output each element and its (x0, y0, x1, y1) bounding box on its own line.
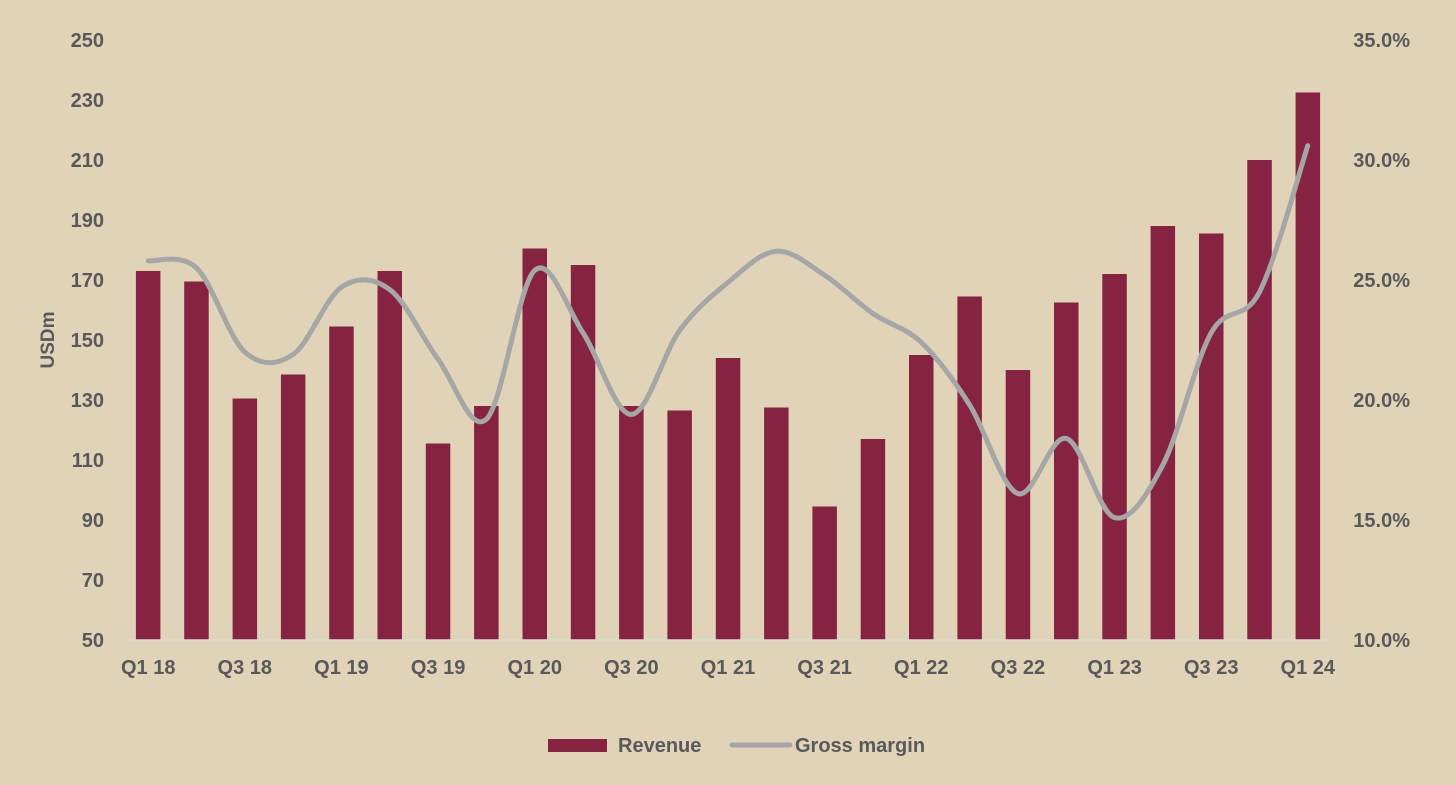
revenue-bar (474, 406, 499, 640)
x-tick-label: Q3 18 (218, 657, 272, 679)
x-axis-ticks: Q1 18 Q3 18 Q1 19 Q3 19 Q1 20 Q3 20 Q1 21 Q3 21… (121, 657, 1336, 679)
revenue-bar (1102, 274, 1127, 640)
x-tick-label: Q1 21 (701, 657, 755, 679)
right-axis-ticks: 35.0% 30.0% 25.0% 20.0% 15.0% 10.0% (1353, 30, 1410, 652)
x-tick-label: Q3 21 (797, 657, 851, 679)
y2-tick-label: 15.0% (1353, 510, 1410, 532)
x-tick-label: Q3 23 (1184, 657, 1238, 679)
legend-swatch-revenue (548, 739, 607, 752)
revenue-bar (764, 407, 789, 640)
y2-tick-label: 25.0% (1353, 270, 1410, 292)
y-tick-label: 250 (71, 30, 104, 52)
revenue-bar (377, 271, 402, 640)
y-tick-label: 170 (71, 270, 104, 292)
gross-margin-line (145, 143, 1311, 521)
x-tick-label: Q1 24 (1281, 657, 1336, 679)
revenue-bar (1150, 226, 1176, 640)
revenue-bar (522, 248, 547, 640)
x-tick-label: Q1 18 (121, 657, 175, 679)
left-axis-ticks: 250 230 210 190 170 150 130 110 90 70 50 (71, 30, 104, 652)
revenue-bar (329, 326, 354, 640)
y-tick-label: 190 (71, 210, 104, 232)
y-tick-label: 150 (71, 330, 104, 352)
revenue-bar (1199, 233, 1224, 640)
y-axis-title: USDm (38, 311, 59, 368)
y-tick-label: 50 (82, 630, 104, 652)
revenue-bar (280, 374, 306, 640)
revenue-bar (619, 406, 644, 640)
x-tick-label: Q1 19 (314, 657, 368, 679)
x-tick-label: Q1 20 (507, 657, 561, 679)
revenue-bar (184, 281, 209, 640)
revenue-bar (957, 296, 982, 640)
x-tick-label: Q1 23 (1087, 657, 1141, 679)
y2-tick-label: 10.0% (1353, 630, 1410, 652)
revenue-bar (135, 271, 161, 640)
y-tick-label: 130 (71, 390, 104, 412)
x-tick-label: Q3 19 (411, 657, 465, 679)
revenue-bar (860, 439, 886, 640)
x-tick-label: Q3 22 (991, 657, 1045, 679)
revenue-bar (425, 443, 451, 640)
y2-tick-label: 35.0% (1353, 30, 1410, 52)
revenue-bar (1054, 302, 1079, 640)
revenue-bar (232, 398, 258, 640)
revenue-bar (715, 358, 741, 640)
legend-label-revenue: Revenue (618, 735, 701, 757)
revenue-bar (1247, 160, 1272, 640)
y2-tick-label: 20.0% (1353, 390, 1410, 412)
x-tick-label: Q3 20 (604, 657, 658, 679)
y-tick-label: 90 (82, 510, 104, 532)
y-tick-label: 230 (71, 90, 104, 112)
legend: Revenue Gross margin (548, 735, 925, 757)
revenue-bar (667, 410, 692, 640)
revenue-bar (909, 355, 934, 640)
y-tick-label: 70 (82, 570, 104, 592)
legend-label-gross-margin: Gross margin (795, 735, 925, 757)
y-tick-label: 210 (71, 150, 104, 172)
revenue-bar (812, 506, 837, 640)
y-tick-label: 110 (72, 450, 104, 472)
x-tick-label: Q1 22 (894, 657, 948, 679)
revenue-bar (1005, 370, 1031, 640)
y2-tick-label: 30.0% (1353, 150, 1410, 172)
revenue-bars (135, 92, 1321, 640)
revenue-bar (570, 265, 596, 640)
revenue-bar (1295, 92, 1321, 640)
